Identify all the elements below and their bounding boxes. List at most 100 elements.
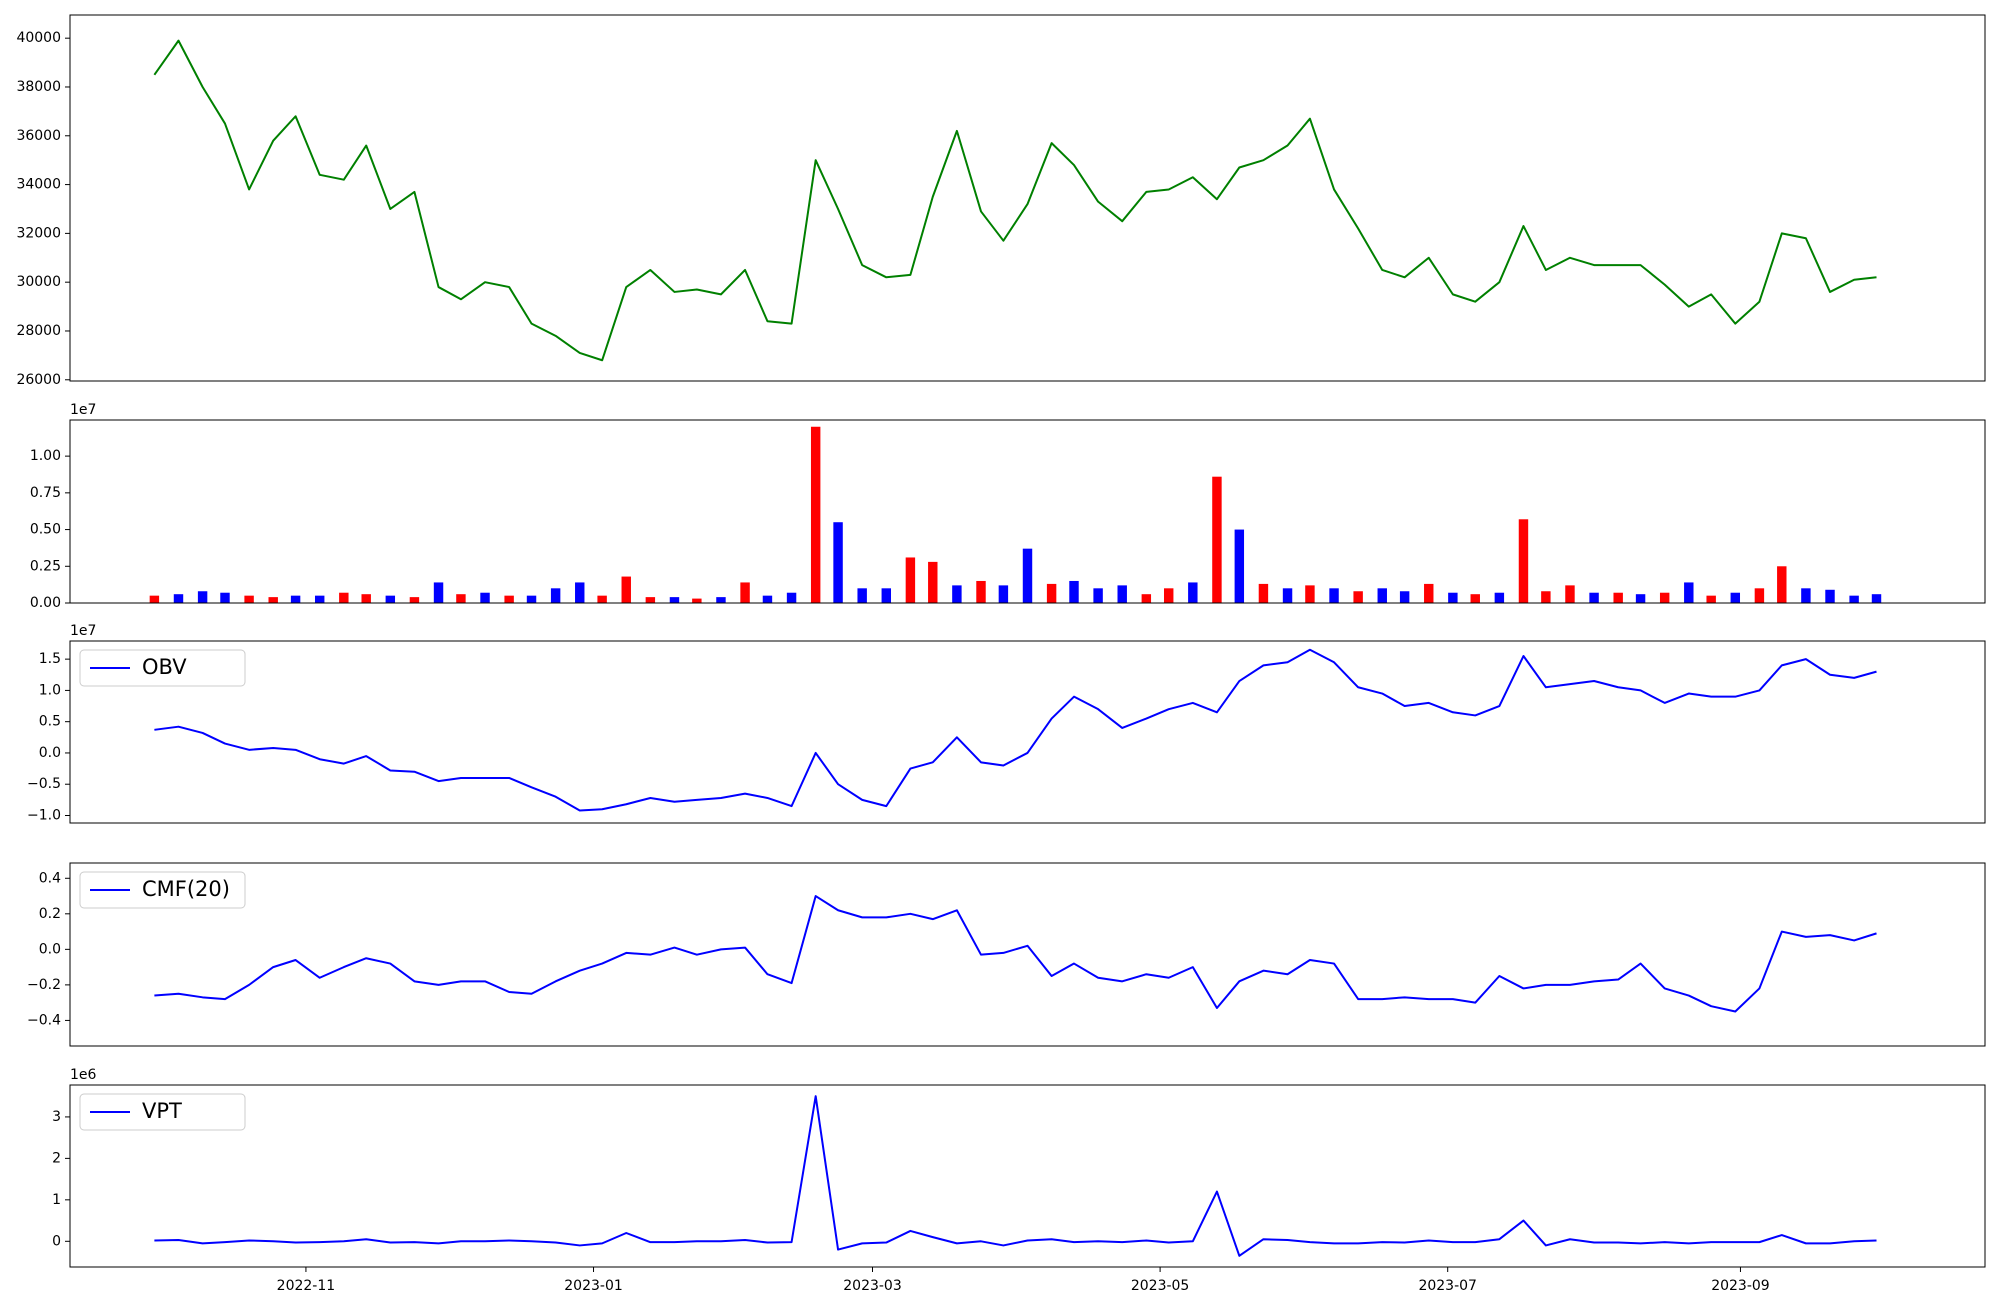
y-tick-label: 40000 [16,30,61,46]
volume-bar [1754,588,1765,603]
volume-bar [1706,595,1716,603]
y-tick-label: −0.4 [27,1012,61,1028]
volume-bar [1353,591,1363,603]
volume-bar [952,585,962,603]
volume-bar [1541,591,1551,603]
y-tick-label: 36000 [16,128,61,144]
y-tick-label: 34000 [16,177,61,193]
volume-bar [1093,588,1103,603]
series-line [153,39,1877,362]
series-line [154,895,1877,1013]
volume-bar [692,598,702,603]
volume-bar [1424,583,1434,603]
x-tick-label: 2023-05 [1131,1278,1190,1294]
volume-bar [1069,580,1079,603]
volume-bar [1399,591,1410,603]
y-tick-label: 0.75 [30,485,61,501]
volume-bar [1282,588,1293,603]
y-tick-label: 0.0 [39,745,61,761]
volume-bar [220,592,230,603]
volume-bar [361,594,371,603]
volume-bar [1565,585,1575,603]
volume-bar [290,595,301,603]
series-line [154,1095,1877,1257]
volume-bar [197,591,208,603]
volume-bar [905,557,916,603]
y-tick-label: 32000 [16,225,61,241]
volume-bar [1684,582,1694,603]
x-tick-label: 2023-03 [843,1278,902,1294]
y-tick-label: 1 [52,1192,61,1208]
volume-bar [1258,583,1269,603]
axis-offset-label: 1e7 [70,623,96,639]
volume-bar [786,592,797,603]
volume-bar [928,561,938,603]
volume-bar [1659,592,1670,603]
volume-bar [716,597,726,603]
x-tick-label: 2022-11 [277,1278,336,1294]
volume-bar [1825,589,1835,603]
volume-bar [1494,592,1505,603]
y-tick-label: 30000 [16,274,61,290]
y-tick-label: 0.2 [39,906,61,922]
volume-bar [1377,588,1387,603]
y-tick-label: 0.0 [39,941,61,957]
volume-bar [833,522,843,603]
volume-bar [740,582,750,603]
axis-offset-label: 1e6 [70,1067,97,1083]
volume-bar [1329,588,1339,603]
volume-bar [1022,548,1033,603]
y-tick-label: 2 [52,1150,61,1166]
axes-frame [69,640,1986,824]
volume-bar [1212,476,1222,603]
volume-bar [480,592,490,603]
y-tick-label: 0.5 [39,714,61,730]
legend-box [79,649,246,687]
y-tick-label: 38000 [16,79,61,95]
y-tick-label: 28000 [16,323,61,339]
volume-bar [550,588,561,603]
volume-bar [1234,529,1245,603]
legend-box [79,871,246,909]
axes-frame [69,1084,1986,1268]
axes-frame [69,14,1986,382]
volume-bar [504,595,514,603]
x-tick-label: 2023-09 [1711,1278,1770,1294]
y-tick-label: −0.2 [27,977,61,993]
x-tick-label: 2023-07 [1418,1278,1477,1294]
volume-bar [1046,583,1057,603]
legend-label: VPT [142,1099,182,1123]
volume-bar [409,597,420,603]
legend-box [79,1093,246,1131]
y-tick-label: 0.4 [39,870,61,886]
volume-bar [1589,592,1599,603]
volume-bar [575,582,585,603]
volume-bar [1613,592,1623,603]
volume-bar [881,588,892,603]
volume-bar [976,580,986,603]
volume-bar [1635,594,1646,603]
volume-bar [857,588,867,603]
volume-bar [1141,594,1152,603]
y-tick-label: 0 [52,1233,61,1249]
volume-bar [669,597,680,603]
volume-bar [173,594,184,603]
y-tick-label: 1.5 [39,651,61,667]
volume-bar [456,594,466,603]
volume-bar [385,595,396,603]
y-tick-label: −0.5 [27,776,61,792]
volume-bar [1777,566,1787,603]
y-tick-label: 0.25 [30,558,61,574]
volume-bar [1518,519,1529,603]
volume-bar [1849,595,1859,603]
volume-bar [621,576,631,603]
volume-bar [1801,588,1811,603]
volume-bar [433,582,444,603]
volume-bar [810,426,821,603]
axes-frame [69,419,1986,604]
y-tick-label: 0.00 [30,595,61,611]
legend-label: CMF(20) [142,877,230,901]
volume-bar [314,595,325,603]
volume-bar [645,597,656,603]
